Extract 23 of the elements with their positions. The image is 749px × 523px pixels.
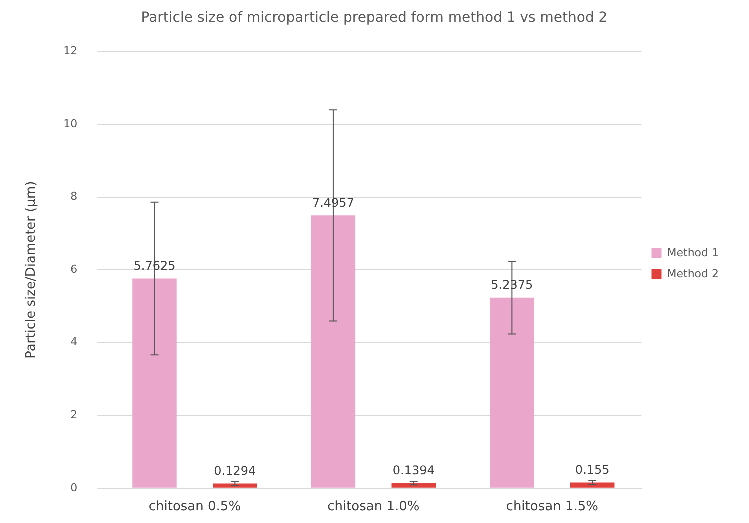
data-label: 0.1294 (214, 464, 256, 478)
data-label: 0.1394 (392, 463, 435, 478)
x-tick-label: chitosan 0.5% (148, 500, 242, 515)
bar (132, 278, 177, 488)
legend-label: Method 2 (667, 267, 720, 280)
legend-label: Method 1 (667, 246, 720, 260)
bar (490, 298, 534, 488)
chart-title: Particle size of microparticle prepared form method 1 vs method 2 (141, 10, 608, 26)
x-tick-label: chitosan 1.5% (506, 500, 598, 515)
y-tick-label: 4 (70, 336, 78, 349)
y-tick-label: 0 (70, 481, 78, 494)
bar (311, 216, 356, 488)
y-tick-label: 6 (70, 262, 78, 276)
data-label: 0.155 (575, 462, 610, 477)
bar (570, 482, 615, 488)
y-axis-title: Particle size/Diameter (μm) (24, 181, 40, 359)
y-tick-label: 2 (70, 408, 78, 422)
y-tick-label: 12 (64, 44, 78, 58)
y-tick-label: 8 (70, 190, 78, 204)
y-tick-label: 10 (64, 117, 78, 130)
x-tick-label: chitosan 1.0% (328, 500, 420, 515)
bar (392, 483, 436, 488)
bar (213, 484, 258, 488)
